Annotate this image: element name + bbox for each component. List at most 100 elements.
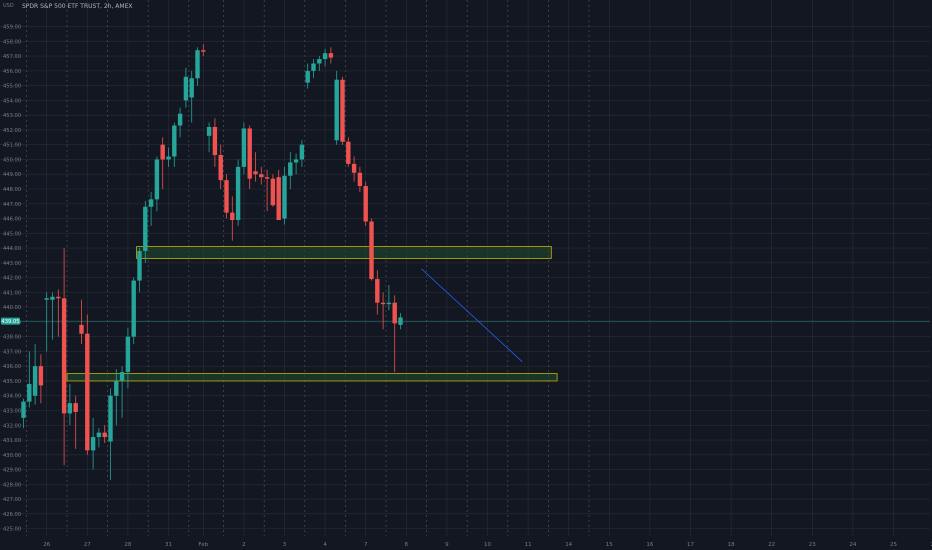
candle bbox=[334, 70, 339, 145]
x-tick-label: 14 bbox=[565, 542, 572, 548]
y-tick-label: 459.00 bbox=[3, 25, 21, 31]
candle-body bbox=[299, 144, 305, 160]
candle-body bbox=[201, 50, 206, 52]
y-tick-label: 432.00 bbox=[3, 423, 21, 429]
y-tick-label: 442.00 bbox=[3, 276, 21, 282]
candle-body bbox=[241, 128, 247, 167]
x-tick-label: 31 bbox=[165, 542, 172, 548]
candle bbox=[305, 63, 310, 89]
candle-body bbox=[172, 125, 177, 157]
candle bbox=[79, 299, 84, 345]
x-tick-label: 16 bbox=[646, 542, 653, 548]
candle bbox=[32, 344, 38, 405]
candle-body bbox=[67, 403, 73, 414]
candle bbox=[143, 200, 148, 263]
candle bbox=[369, 218, 374, 281]
candle bbox=[386, 284, 392, 311]
candle bbox=[119, 366, 125, 418]
x-tick-label: Feb bbox=[198, 542, 208, 548]
candle bbox=[270, 174, 276, 207]
candle bbox=[50, 292, 55, 340]
x-tick-label: 9 bbox=[445, 542, 449, 548]
candle bbox=[317, 56, 322, 71]
candle-body bbox=[32, 366, 38, 396]
candle bbox=[189, 70, 194, 123]
y-tick-label: 457.00 bbox=[3, 54, 21, 60]
y-tick-label: 425.00 bbox=[3, 527, 21, 533]
y-tick-label: 438.00 bbox=[3, 335, 21, 341]
y-tick-label: 440.00 bbox=[3, 305, 21, 311]
candle bbox=[247, 125, 252, 190]
candle-body bbox=[96, 432, 102, 438]
candle bbox=[114, 369, 119, 426]
candle-body bbox=[166, 156, 171, 160]
candle-body bbox=[212, 126, 218, 156]
candle-body bbox=[357, 172, 363, 187]
candle-body bbox=[369, 221, 374, 280]
candle-body bbox=[398, 317, 403, 325]
interval: 2h bbox=[103, 3, 112, 10]
x-tick-label: 27 bbox=[84, 542, 91, 548]
x-tick-label: 24 bbox=[849, 542, 856, 548]
y-tick-label: 431.00 bbox=[3, 438, 21, 444]
candle bbox=[148, 191, 154, 226]
candle bbox=[73, 395, 78, 449]
candle-body bbox=[235, 166, 241, 221]
x-tick-label: 8 bbox=[405, 542, 409, 548]
candle-body bbox=[224, 180, 229, 213]
support-resistance-zone bbox=[136, 246, 552, 259]
candle-body bbox=[253, 171, 258, 175]
y-tick-label: 443.00 bbox=[3, 261, 21, 267]
candle bbox=[392, 295, 397, 373]
candle bbox=[96, 428, 102, 448]
candle-body bbox=[340, 79, 345, 142]
candle bbox=[131, 277, 136, 345]
y-tick-label: 450.00 bbox=[3, 157, 21, 163]
candle bbox=[61, 248, 67, 466]
candle-body bbox=[392, 302, 397, 324]
candle bbox=[160, 137, 165, 190]
candle bbox=[38, 354, 44, 404]
x-tick-label: 15 bbox=[606, 542, 613, 548]
candle bbox=[206, 122, 212, 153]
x-tick-label: 3 bbox=[283, 542, 287, 548]
y-tick-label: 426.00 bbox=[3, 512, 21, 518]
candle bbox=[154, 156, 160, 212]
candle-body bbox=[259, 174, 264, 178]
candle bbox=[44, 292, 49, 352]
chart-legend: SPDR S&P 500 ETF TRUST, 2h, AMEX bbox=[22, 3, 133, 10]
candle-body bbox=[119, 372, 125, 381]
candle-body bbox=[305, 70, 310, 83]
candle-body bbox=[282, 175, 287, 219]
x-tick-label: 10 bbox=[484, 542, 491, 548]
candle bbox=[195, 47, 200, 86]
y-tick-label: 437.00 bbox=[3, 349, 21, 355]
x-tick-label: 2 bbox=[242, 542, 246, 548]
candle-body bbox=[183, 76, 189, 101]
candle bbox=[235, 159, 241, 226]
candle bbox=[201, 44, 206, 57]
candle bbox=[328, 47, 334, 64]
y-tick-label: 435.00 bbox=[3, 379, 21, 385]
candle bbox=[108, 388, 113, 480]
candle-body bbox=[311, 63, 316, 71]
y-tick-label: 445.00 bbox=[3, 231, 21, 237]
y-tick-label: 429.00 bbox=[3, 468, 21, 474]
symbol-name: SPDR S&P 500 ETF TRUST bbox=[22, 3, 101, 10]
y-tick-label: 434.00 bbox=[3, 394, 21, 400]
x-tick-label: 28 bbox=[931, 542, 932, 548]
candle-body bbox=[44, 298, 49, 300]
candle bbox=[224, 174, 229, 219]
candle bbox=[67, 383, 73, 426]
x-tick-label: 18 bbox=[728, 542, 735, 548]
candle-body bbox=[270, 178, 276, 206]
candle-body bbox=[293, 159, 299, 163]
y-tick-label: 458.00 bbox=[3, 39, 21, 45]
y-tick-label: 447.00 bbox=[3, 202, 21, 208]
candle bbox=[299, 140, 305, 167]
candle bbox=[253, 152, 258, 182]
candle-body bbox=[114, 380, 119, 396]
candle-body bbox=[230, 212, 235, 221]
candle bbox=[282, 166, 287, 225]
